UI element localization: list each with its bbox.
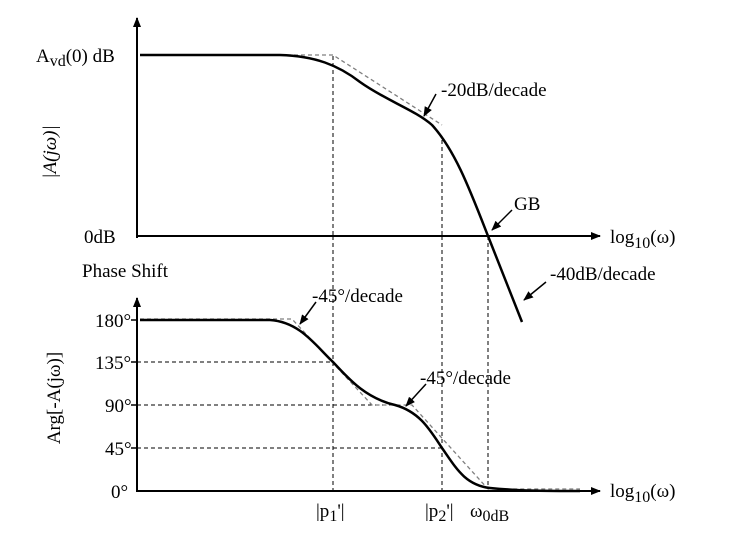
phase-label-135: 135° bbox=[95, 353, 131, 374]
magnitude-x-axis-label-tail: (ω) bbox=[650, 227, 675, 248]
marker-p2-pre: |p bbox=[425, 501, 438, 522]
marker-p1-pre: |p bbox=[316, 501, 329, 522]
phase-label-0: 0° bbox=[111, 482, 128, 503]
phase-label-90: 90° bbox=[105, 396, 132, 417]
slope2-magnitude-arrow bbox=[523, 281, 547, 301]
marker-p2: |p2'| bbox=[425, 501, 454, 525]
phase-x-axis-label-main: log bbox=[610, 481, 635, 502]
phase-plot-title: Phase Shift bbox=[82, 261, 169, 282]
magnitude-y-top-label-tail: (0) dB bbox=[66, 46, 115, 67]
marker-p2-post: '| bbox=[446, 501, 453, 522]
phase-label-45: 45° bbox=[105, 439, 132, 460]
magnitude-y-top-label-sub: vd bbox=[50, 53, 66, 70]
marker-w0db-pre: ω bbox=[470, 501, 483, 522]
phase-label-180: 180° bbox=[95, 311, 131, 332]
marker-w0db: ω0dB bbox=[470, 501, 509, 525]
phase-plot: Phase Shift 180° 135° 90° 45° 0° Arg[-A(… bbox=[44, 236, 675, 525]
phase-curve bbox=[140, 318, 581, 493]
slope1-phase-arrow bbox=[299, 301, 317, 325]
slope1-phase-annotation: -45°/decade bbox=[312, 286, 403, 307]
magnitude-curve bbox=[140, 53, 524, 323]
magnitude-plot: Avd(0) dB |A(jω)| 0dB log10(ω) -20dB/dec… bbox=[36, 17, 675, 486]
slope1-magnitude-arrow bbox=[423, 93, 437, 117]
marker-p1-sub: 1 bbox=[329, 508, 337, 525]
marker-p2-sub: 2 bbox=[438, 508, 446, 525]
marker-p1: |p1'| bbox=[316, 501, 345, 525]
magnitude-y-axis-title: |A(jω)| bbox=[40, 125, 61, 178]
marker-p1-post: '| bbox=[337, 501, 344, 522]
slope2-phase-arrow bbox=[405, 383, 427, 407]
magnitude-x-axis-label: log10(ω) bbox=[610, 227, 675, 252]
magnitude-zero-db-label: 0dB bbox=[84, 227, 116, 248]
magnitude-x-axis-label-sub: 10 bbox=[634, 235, 650, 252]
magnitude-y-top-label-main: A bbox=[36, 46, 50, 67]
gb-annotation: GB bbox=[514, 194, 540, 215]
phase-x-axis-label-sub: 10 bbox=[634, 489, 650, 506]
marker-w0db-sub: 0dB bbox=[483, 508, 510, 525]
phase-x-axis-label-tail: (ω) bbox=[650, 481, 675, 502]
slope2-phase-annotation: -45°/decade bbox=[420, 368, 511, 389]
phase-x-axis-label: log10(ω) bbox=[610, 481, 675, 506]
magnitude-x-axis-label-main: log bbox=[610, 227, 635, 248]
magnitude-asymptote bbox=[140, 54, 443, 126]
phase-y-axis-title: Arg[-A(jω)] bbox=[44, 352, 65, 444]
slope1-magnitude-annotation: -20dB/decade bbox=[441, 80, 547, 101]
phase-asymptote bbox=[140, 318, 580, 490]
magnitude-y-top-label: Avd(0) dB bbox=[36, 46, 115, 70]
gb-arrow bbox=[491, 209, 513, 231]
slope2-magnitude-annotation: -40dB/decade bbox=[550, 264, 656, 285]
